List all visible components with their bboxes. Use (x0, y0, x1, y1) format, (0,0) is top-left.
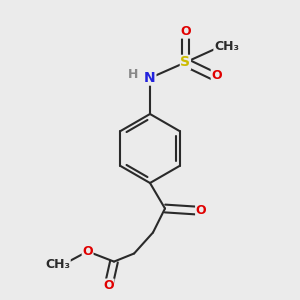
Text: O: O (196, 204, 206, 217)
Text: N: N (144, 71, 156, 85)
Text: O: O (82, 245, 93, 258)
Text: CH₃: CH₃ (214, 40, 239, 53)
Text: O: O (211, 69, 222, 82)
Text: H: H (128, 68, 139, 82)
Text: CH₃: CH₃ (45, 258, 70, 271)
Text: O: O (103, 279, 114, 292)
Text: S: S (180, 56, 190, 69)
Text: O: O (180, 25, 191, 38)
